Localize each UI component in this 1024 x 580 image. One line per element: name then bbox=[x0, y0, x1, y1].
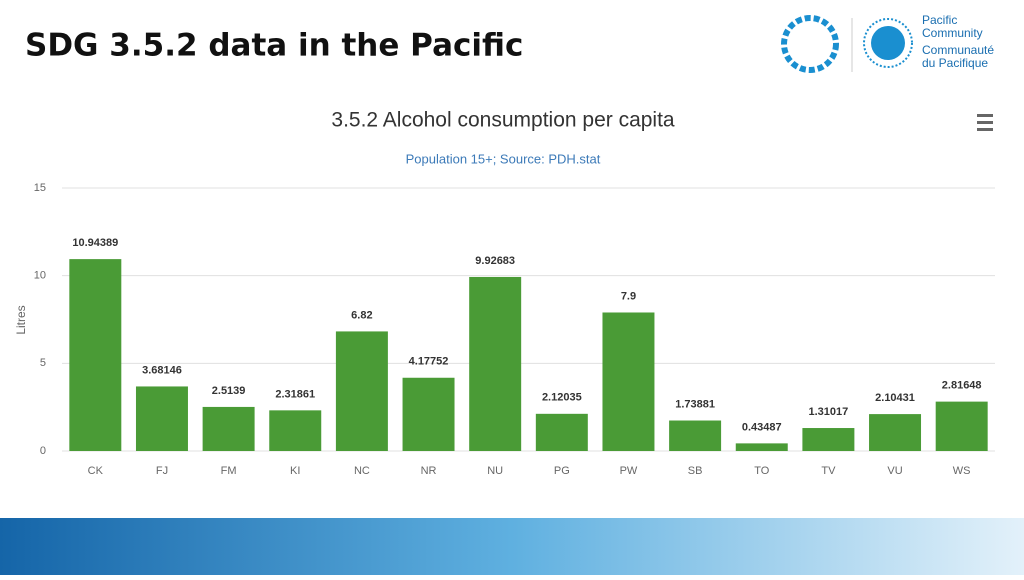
logo-text: Communauté bbox=[922, 43, 994, 57]
data-label: 7.9 bbox=[621, 290, 636, 302]
bar bbox=[402, 377, 455, 451]
y-axis-label: Litres bbox=[14, 305, 28, 334]
x-tick-label: TV bbox=[821, 465, 836, 477]
y-tick-label: 5 bbox=[40, 357, 46, 369]
data-label: 2.5139 bbox=[212, 385, 246, 397]
logo-text: Community bbox=[922, 26, 983, 40]
bar bbox=[735, 443, 788, 451]
bar bbox=[669, 420, 722, 451]
x-tick-label: SB bbox=[688, 465, 703, 477]
bar bbox=[869, 414, 922, 451]
data-label: 2.31861 bbox=[275, 388, 315, 400]
bar bbox=[202, 406, 255, 451]
bar bbox=[602, 312, 655, 451]
x-tick-label: WS bbox=[953, 465, 971, 477]
x-tick-label: TO bbox=[754, 465, 770, 477]
data-label: 1.73881 bbox=[675, 398, 715, 410]
data-label: 3.68146 bbox=[142, 364, 182, 376]
data-label: 4.17752 bbox=[409, 356, 449, 368]
bar bbox=[335, 331, 388, 451]
bar bbox=[269, 410, 322, 451]
data-label: 10.94389 bbox=[72, 237, 118, 249]
logo-text: du Pacifique bbox=[922, 56, 988, 70]
data-label: 2.81648 bbox=[942, 380, 982, 392]
logo-text: Pacific bbox=[922, 13, 957, 27]
data-label: 2.10431 bbox=[875, 392, 915, 404]
bar bbox=[69, 259, 122, 451]
y-tick-label: 15 bbox=[34, 182, 46, 194]
x-tick-label: VU bbox=[887, 465, 902, 477]
bar bbox=[135, 386, 188, 451]
data-label: 1.31017 bbox=[809, 406, 849, 418]
footer-band bbox=[0, 518, 1024, 575]
y-tick-label: 10 bbox=[34, 270, 46, 282]
menu-line[interactable] bbox=[977, 128, 993, 131]
chart-title: 3.5.2 Alcohol consumption per capita bbox=[331, 109, 675, 132]
bar bbox=[469, 276, 522, 451]
menu-icon[interactable] bbox=[977, 114, 993, 131]
data-label: 9.92683 bbox=[475, 255, 515, 267]
chart-subtitle: Population 15+; Source: PDH.stat bbox=[406, 151, 601, 166]
x-tick-label: PG bbox=[554, 465, 570, 477]
bar bbox=[935, 401, 988, 451]
menu-line[interactable] bbox=[977, 114, 993, 117]
x-tick-label: NU bbox=[487, 465, 503, 477]
data-label: 2.12035 bbox=[542, 392, 582, 404]
x-tick-label: NC bbox=[354, 465, 370, 477]
y-tick-label: 0 bbox=[40, 445, 46, 457]
x-tick-label: PW bbox=[620, 465, 638, 477]
slide-title: SDG 3.5.2 data in the Pacific bbox=[25, 28, 523, 64]
x-tick-label: CK bbox=[88, 465, 104, 477]
menu-line[interactable] bbox=[977, 121, 993, 124]
x-tick-label: FJ bbox=[156, 465, 168, 477]
logo: Pacific Community Communauté du Pacifiqu… bbox=[781, 13, 994, 73]
x-tick-label: KI bbox=[290, 465, 300, 477]
data-label: 0.43487 bbox=[742, 421, 782, 433]
x-tick-label: NR bbox=[421, 465, 437, 477]
x-tick-label: FM bbox=[221, 465, 237, 477]
bar bbox=[802, 428, 855, 451]
bar bbox=[535, 413, 588, 451]
data-label: 6.82 bbox=[351, 309, 372, 321]
